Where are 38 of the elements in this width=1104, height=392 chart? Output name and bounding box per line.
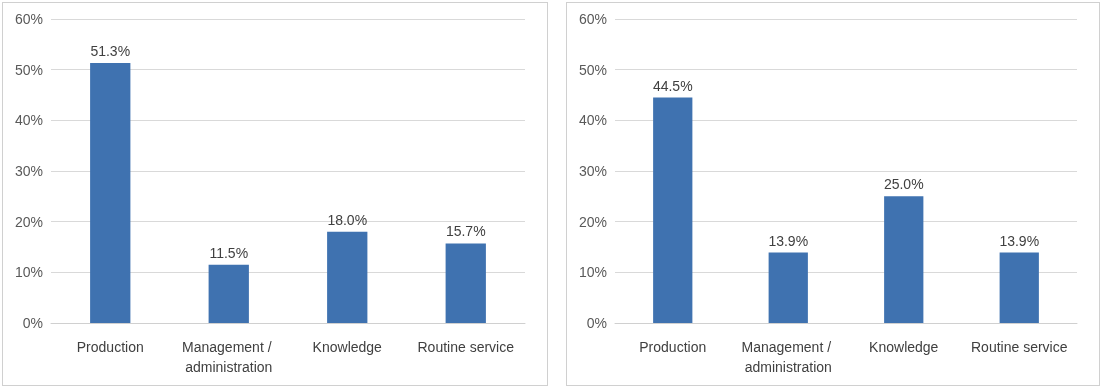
bar bbox=[90, 63, 131, 323]
bar bbox=[653, 97, 693, 323]
bar bbox=[327, 231, 368, 323]
data-label: 25.0% bbox=[883, 176, 924, 193]
data-label: 11.5% bbox=[209, 244, 249, 261]
x-tick-label: Knowledge bbox=[312, 339, 383, 355]
y-tick-label: 60% bbox=[14, 11, 43, 27]
x-tick-label: Routine service bbox=[971, 339, 1068, 355]
data-label: 51.3% bbox=[90, 43, 131, 60]
data-label: 44.5% bbox=[652, 77, 693, 94]
y-tick-label: 40% bbox=[578, 112, 607, 129]
data-label: 18.0% bbox=[327, 211, 368, 228]
x-tick-label: Production bbox=[639, 339, 707, 355]
x-tick-label: Routine service bbox=[417, 339, 515, 355]
data-label: 15.7% bbox=[445, 223, 486, 240]
y-tick-label: 10% bbox=[14, 264, 43, 281]
bar bbox=[884, 196, 924, 323]
data-label: 13.9% bbox=[768, 232, 809, 249]
x-tick-label: Knowledge bbox=[869, 339, 939, 355]
bar bbox=[445, 243, 486, 323]
data-label: 13.9% bbox=[999, 232, 1040, 249]
y-tick-label: 40% bbox=[14, 112, 43, 129]
y-tick-label: 50% bbox=[14, 61, 43, 78]
y-tick-label: 0% bbox=[586, 315, 607, 331]
bar bbox=[999, 252, 1039, 323]
y-tick-label: 20% bbox=[578, 213, 607, 230]
bar bbox=[768, 252, 808, 323]
y-tick-label: 0% bbox=[22, 315, 43, 331]
x-tick-label: Production bbox=[76, 339, 144, 355]
y-tick-label: 60% bbox=[578, 11, 607, 27]
y-tick-label: 30% bbox=[578, 163, 607, 179]
bar bbox=[208, 264, 249, 323]
y-tick-label: 20% bbox=[14, 213, 43, 230]
x-tick-label: Management / administration bbox=[741, 339, 835, 375]
y-tick-label: 10% bbox=[578, 264, 607, 281]
x-tick-label: Management / administration bbox=[182, 339, 276, 375]
y-tick-label: 50% bbox=[578, 61, 607, 78]
y-tick-label: 30% bbox=[14, 163, 43, 179]
